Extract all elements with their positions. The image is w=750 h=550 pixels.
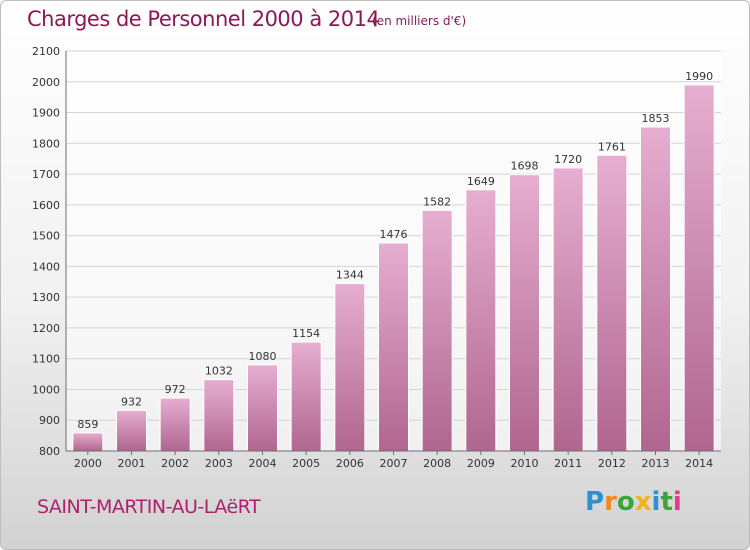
data-label: 932 — [121, 395, 142, 408]
x-tick-label: 2011 — [554, 457, 582, 470]
x-tick-label: 2001 — [118, 457, 146, 470]
x-tick-label: 2004 — [249, 457, 277, 470]
logo-letter: r — [604, 487, 617, 517]
bar-2008 — [421, 209, 453, 452]
bar-2004 — [247, 364, 278, 452]
y-tick-label: 1700 — [32, 168, 60, 181]
data-label: 1720 — [554, 153, 582, 166]
data-label: 1698 — [511, 160, 539, 173]
data-label: 1990 — [685, 70, 713, 83]
y-tick-label: 2100 — [32, 45, 60, 58]
y-tick-label: 1500 — [32, 230, 60, 243]
bar-2006 — [334, 283, 366, 452]
bars — [72, 84, 715, 452]
data-label: 1080 — [249, 350, 277, 363]
data-label: 1853 — [642, 112, 670, 125]
data-label: 1032 — [205, 365, 233, 378]
bar-2011 — [552, 167, 584, 452]
data-label: 859 — [77, 418, 98, 431]
x-tick-label: 2003 — [205, 457, 233, 470]
x-tick-label: 2012 — [598, 457, 626, 470]
bar-2007 — [378, 242, 409, 452]
x-tick-label: 2006 — [336, 457, 364, 470]
bar-2010 — [509, 174, 540, 452]
x-tick-label: 2008 — [423, 457, 451, 470]
y-tick-label: 1900 — [32, 107, 60, 120]
data-label: 1649 — [467, 175, 495, 188]
x-tick-label: 2013 — [642, 457, 670, 470]
y-tick-label: 1800 — [32, 137, 60, 150]
bar-2005 — [290, 341, 322, 452]
y-tick-label: 1000 — [32, 383, 60, 396]
x-tick-label: 2000 — [74, 457, 102, 470]
logo-letter: i — [651, 487, 661, 517]
y-tick-label: 1300 — [32, 291, 60, 304]
x-tick-label: 2014 — [685, 457, 713, 470]
x-tick-label: 2005 — [292, 457, 320, 470]
bar-2000 — [72, 432, 104, 452]
bar-2013 — [640, 126, 671, 452]
y-tick-label: 1200 — [32, 322, 60, 335]
logo-letter: o — [616, 487, 635, 517]
bar-2009 — [465, 189, 497, 452]
y-tick-label: 1600 — [32, 199, 60, 212]
bar-2012 — [596, 154, 628, 452]
data-label: 972 — [165, 383, 186, 396]
data-label: 1344 — [336, 269, 364, 282]
chart-subtitle: (en milliers d'€) — [372, 14, 467, 28]
y-tick-label: 1400 — [32, 260, 60, 273]
bar-2014 — [683, 84, 715, 452]
y-tick-label: 1100 — [32, 353, 60, 366]
logo-letter: x — [634, 487, 652, 517]
y-axis-tick-labels: 800 900 1000 1100 1200 1300 1400 1500 1600 1700 18… — [32, 45, 60, 458]
y-tick-label: 800 — [39, 445, 60, 458]
data-label: 1154 — [292, 327, 320, 340]
y-tick-label: 900 — [39, 414, 60, 427]
x-tick-label: 2002 — [161, 457, 189, 470]
y-tick-label: 2000 — [32, 76, 60, 89]
data-label: 1476 — [380, 228, 408, 241]
logo-letter: i — [672, 487, 682, 517]
bar-2001 — [116, 409, 147, 452]
chart-title: Charges de Personnel 2000 à 2014 — [27, 7, 380, 31]
bar-2003 — [203, 379, 235, 452]
commune-name: SAINT-MARTIN-AU-LAëRT — [37, 496, 261, 518]
bar-2002 — [159, 397, 191, 452]
logo-letter: P — [585, 487, 605, 517]
data-label: 1761 — [598, 140, 626, 153]
x-tick-label: 2009 — [467, 457, 495, 470]
x-axis-tick-labels: 2000 2001 2002 2003 2004 2005 2006 2007 2008 2009… — [74, 451, 713, 470]
x-tick-label: 2007 — [380, 457, 408, 470]
x-tick-label: 2010 — [511, 457, 539, 470]
logo-letter: t — [660, 487, 673, 517]
proxiti-logo: Proxiti — [585, 487, 682, 517]
data-labels: 859 932 972 1032 1080 1154 1344 1476 1582 1649 169… — [77, 70, 713, 431]
data-label: 1582 — [423, 195, 451, 208]
